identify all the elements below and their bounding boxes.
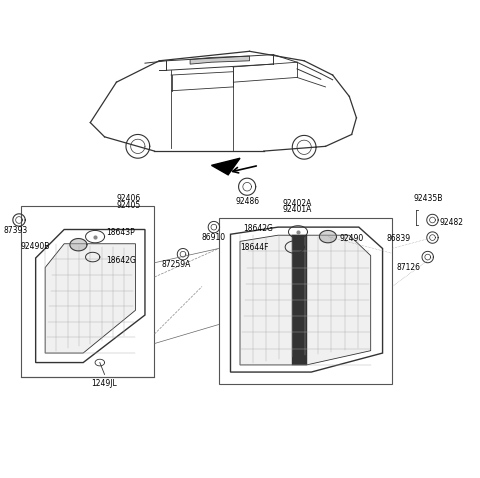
Polygon shape bbox=[319, 230, 336, 243]
Text: 92490B: 92490B bbox=[21, 241, 50, 250]
Text: 87126: 87126 bbox=[396, 263, 420, 272]
Text: 87393: 87393 bbox=[4, 226, 28, 235]
Text: 92406: 92406 bbox=[116, 195, 141, 203]
Text: 92435B: 92435B bbox=[413, 195, 443, 203]
Polygon shape bbox=[70, 239, 87, 251]
Text: 92401A: 92401A bbox=[282, 205, 312, 214]
Text: 92490: 92490 bbox=[340, 234, 364, 242]
Polygon shape bbox=[190, 56, 250, 64]
Text: 18642G: 18642G bbox=[243, 224, 273, 233]
Text: 1249JL: 1249JL bbox=[92, 379, 118, 388]
Text: 18642G: 18642G bbox=[106, 256, 136, 265]
Text: 86910: 86910 bbox=[202, 233, 226, 242]
Text: 87259A: 87259A bbox=[161, 261, 191, 270]
Text: 92482: 92482 bbox=[440, 218, 464, 227]
Polygon shape bbox=[212, 158, 240, 175]
Text: 92486: 92486 bbox=[235, 197, 259, 206]
Polygon shape bbox=[45, 244, 135, 353]
Text: 18643P: 18643P bbox=[106, 228, 135, 237]
Text: 18644F: 18644F bbox=[240, 243, 268, 252]
Text: 92402A: 92402A bbox=[282, 199, 312, 208]
Text: 92405: 92405 bbox=[116, 201, 141, 209]
Text: 86839: 86839 bbox=[386, 235, 410, 243]
Polygon shape bbox=[292, 235, 307, 365]
Polygon shape bbox=[240, 235, 371, 365]
